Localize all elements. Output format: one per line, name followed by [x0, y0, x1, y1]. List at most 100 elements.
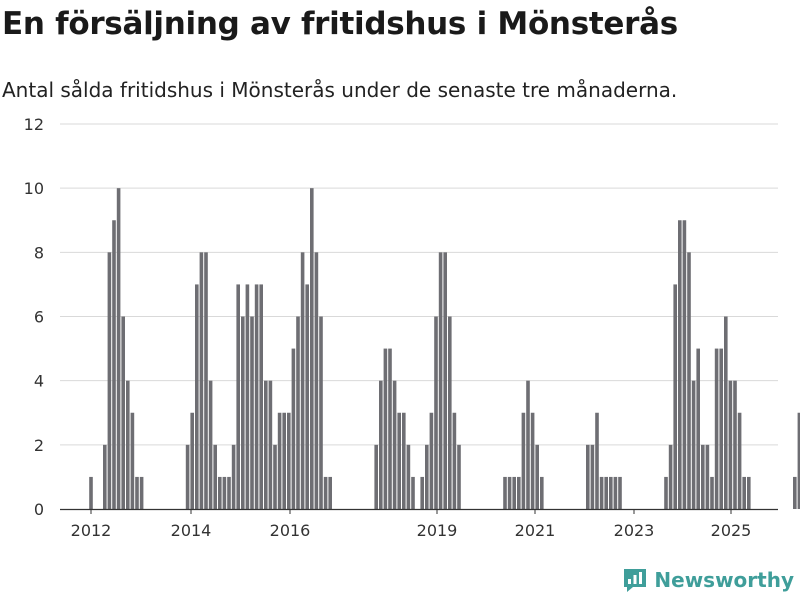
x-tick-label: 2016	[270, 521, 311, 540]
bar	[392, 380, 397, 509]
bar	[457, 444, 461, 509]
bar	[604, 476, 608, 509]
bar	[719, 348, 723, 509]
bar	[231, 444, 236, 509]
bar	[705, 444, 710, 509]
brand-name: Newsworthy	[654, 568, 794, 592]
bar	[208, 380, 213, 509]
bar	[443, 252, 447, 509]
bar	[245, 284, 250, 509]
bar	[314, 252, 319, 509]
bar	[425, 444, 429, 509]
bar	[139, 476, 144, 509]
bar	[728, 380, 733, 509]
bar	[218, 476, 222, 509]
bar	[535, 444, 539, 509]
bar	[259, 284, 263, 509]
bar	[737, 412, 742, 509]
bar	[521, 412, 526, 509]
bar	[287, 412, 291, 509]
y-tick-label: 2	[34, 436, 44, 455]
bar	[227, 476, 231, 509]
bar	[613, 476, 618, 509]
bar	[268, 380, 273, 509]
bar	[710, 476, 714, 509]
bar	[714, 348, 719, 509]
bar	[618, 476, 622, 509]
newsworthy-logo-icon	[624, 569, 647, 592]
chart-subtitle: Antal sålda fritidshus i Mönsterås under…	[2, 78, 678, 102]
bar	[254, 284, 259, 509]
bar	[199, 252, 204, 509]
bar	[112, 220, 116, 509]
bar	[277, 412, 282, 509]
bar	[116, 188, 121, 510]
bar	[793, 476, 797, 509]
bar	[264, 380, 268, 509]
bar	[213, 444, 217, 509]
y-tick-label: 4	[34, 372, 44, 391]
bar	[135, 476, 139, 509]
bar	[310, 188, 314, 510]
newsworthy-logo: Newsworthy	[622, 567, 794, 593]
bar	[429, 412, 434, 509]
bar	[526, 380, 530, 509]
bars	[89, 188, 800, 510]
bar	[319, 316, 323, 509]
bar	[668, 444, 673, 509]
bar	[512, 476, 516, 509]
bar	[185, 444, 190, 509]
bar	[195, 284, 199, 509]
bar	[374, 444, 378, 509]
bar	[379, 380, 383, 509]
x-tick-label: 2025	[711, 521, 752, 540]
bar	[682, 220, 687, 509]
bar	[402, 412, 406, 509]
y-tick-label: 10	[24, 179, 44, 198]
bar	[291, 348, 296, 509]
bar	[687, 252, 691, 509]
y-tick-label: 12	[24, 115, 44, 134]
y-tick-label: 8	[34, 243, 44, 262]
bar	[305, 284, 309, 509]
bar	[595, 412, 599, 509]
bar	[507, 476, 512, 509]
bar	[530, 412, 535, 509]
bar	[388, 348, 392, 509]
bar	[383, 348, 388, 509]
bar	[797, 412, 800, 509]
bar	[241, 316, 245, 509]
bar	[673, 284, 677, 509]
grid-lines	[60, 123, 778, 446]
bar	[328, 476, 332, 509]
bar	[121, 316, 125, 509]
bar	[517, 476, 521, 509]
bar	[397, 412, 401, 509]
bar	[747, 476, 751, 509]
y-tick-label: 6	[34, 308, 44, 327]
bar	[282, 412, 286, 509]
x-tick-label: 2012	[71, 521, 112, 540]
y-tick-label: 0	[34, 500, 44, 519]
x-tick-label: 2019	[417, 521, 458, 540]
bar	[664, 476, 668, 509]
bar	[691, 380, 696, 509]
bar	[190, 412, 194, 509]
bar	[724, 316, 728, 509]
bar	[130, 412, 135, 509]
chart-title: En försäljning av fritidshus i Mönsterås	[2, 6, 678, 42]
bar	[126, 380, 130, 509]
y-axis-tick-labels: 0 2 4 6 8 10 12	[24, 115, 44, 519]
bar	[411, 476, 415, 509]
bar	[590, 444, 595, 509]
bar	[696, 348, 700, 509]
bar	[250, 316, 254, 509]
bar	[678, 220, 682, 509]
bar	[204, 252, 208, 509]
bar	[733, 380, 737, 509]
bar	[448, 316, 452, 509]
bar	[701, 444, 705, 509]
bar	[438, 252, 443, 509]
bar	[609, 476, 613, 509]
